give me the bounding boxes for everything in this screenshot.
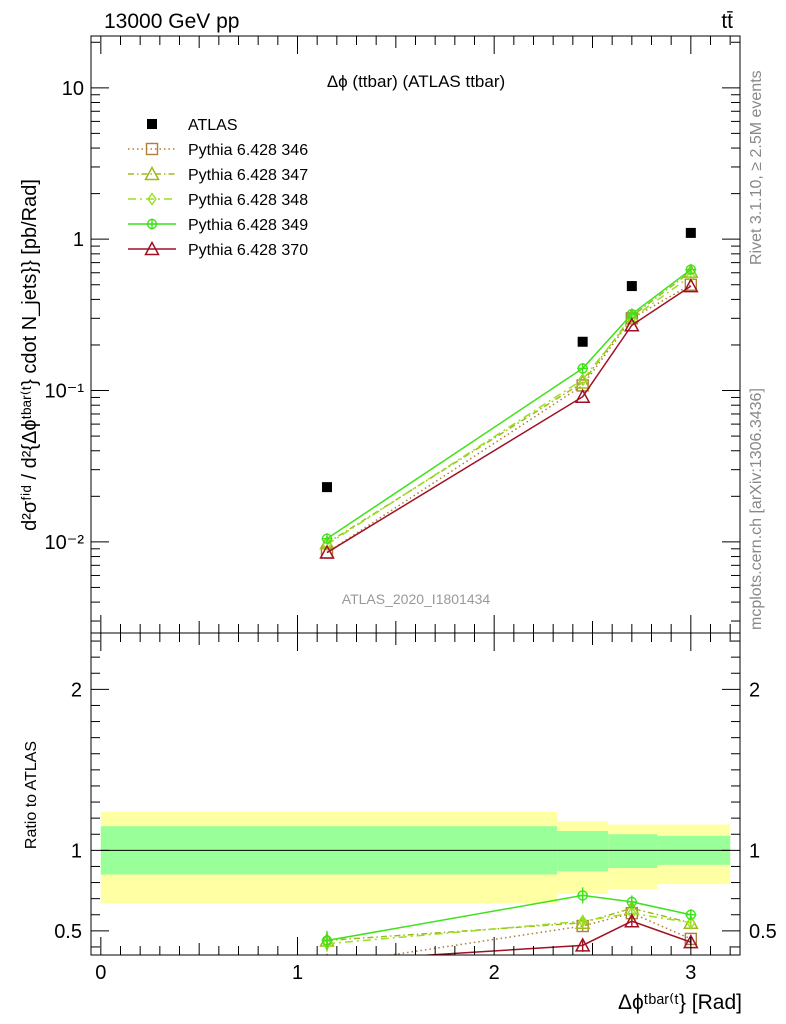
ratio-series-marker — [322, 959, 333, 970]
main-series-line — [326, 275, 692, 546]
main-y-axis-label: d²σᶠⁱᵈ / d²{Δϕᵗᵇᵃʳ⁽ᵗ} cdot N_jets}} [pb/… — [19, 179, 41, 531]
x-tick-label: 3 — [685, 962, 696, 984]
rivet-label: Rivet 3.1.10, ≥ 2.5M events — [748, 70, 765, 265]
ratio-series-line — [326, 907, 692, 942]
ratio-series-marker — [624, 913, 640, 928]
main-series-marker — [574, 388, 591, 403]
ratio-band-inner — [608, 834, 658, 869]
main-y-tick-label: 10 — [62, 78, 84, 100]
ratio-y-tick-label-right: 1 — [749, 840, 760, 862]
ratio-x-ticks: 0 1 2 3 — [95, 633, 731, 984]
ratio-series-marker — [577, 914, 588, 928]
main-plot: 10⁻² 10⁻¹ 1 10 Δϕ (ttbar) (ATLAS ttbar) ATL… — [45, 35, 741, 634]
ratio-y-tick-label: 1 — [71, 840, 82, 862]
ratio-series-line — [385, 912, 692, 955]
ratio-series-line — [326, 912, 691, 945]
main-series-marker — [686, 269, 696, 283]
ratio-plot: 0.5 0.5 1 1 2 2 0 1 2 3 — [54, 632, 777, 984]
main-series-line — [326, 268, 692, 540]
legend-series-label: Pythia 6.428 346 — [188, 142, 308, 159]
ratio-y-tick-label: 2 — [71, 679, 82, 701]
main-series-marker — [624, 317, 640, 332]
ratio-y-tick-label-right: 0.5 — [749, 921, 777, 943]
ratio-band-inner — [557, 831, 609, 872]
x-tick-label: 1 — [292, 962, 303, 984]
x-axis-label: Δϕᵗᵇᵃʳ⁽ᵗ} [Rad] — [618, 991, 742, 1014]
legend: ATLAS Pythia 6.428 346 Pythia 6.428 347 Pyt… — [128, 117, 308, 259]
main-y-tick-label: 10⁻² — [45, 532, 85, 554]
legend-series-marker — [144, 165, 160, 181]
ratio-plot-frame — [90, 632, 741, 956]
ratio-y-ticks: 0.5 0.5 1 1 2 2 — [54, 640, 777, 948]
main-series-marker — [577, 372, 588, 387]
ratio-y-tick-label: 0.5 — [54, 921, 82, 943]
legend-series-label: Pythia 6.428 370 — [188, 242, 308, 259]
atlas-data-point — [322, 482, 332, 493]
legend-series-marker — [145, 142, 159, 156]
legend-series-label: Pythia 6.428 348 — [188, 192, 308, 209]
header-energy: 13000 GeV pp — [104, 10, 239, 33]
legend-series-label: Pythia 6.428 347 — [188, 167, 308, 184]
main-series-line — [326, 284, 692, 554]
main-series-line — [326, 285, 692, 554]
main-series-marker — [624, 308, 640, 323]
legend-series-label: Pythia 6.428 349 — [188, 217, 308, 234]
legend-series-marker — [147, 192, 157, 206]
x-tick-label: 0 — [95, 962, 106, 984]
ratio-series-marker — [686, 916, 696, 930]
main-series-marker — [319, 544, 335, 559]
ratio-y-tick-label-right: 2 — [749, 679, 760, 701]
atlas-data-point — [626, 281, 637, 292]
atlas-data-point — [685, 227, 696, 238]
main-data-points — [322, 227, 696, 493]
main-x-ticks — [100, 36, 731, 633]
main-series-group — [319, 263, 699, 559]
legend-atlas-label: ATLAS — [188, 117, 238, 134]
main-series-marker — [683, 277, 699, 293]
plot-title: Δϕ (ttbar) (ATLAS ttbar) — [327, 72, 505, 91]
main-y-ticks: 10⁻² 10⁻¹ 1 10 — [45, 41, 740, 622]
analysis-watermark: ATLAS_2020_I1801434 — [342, 591, 491, 607]
x-tick-label: 2 — [489, 962, 500, 984]
legend-series-marker — [144, 240, 160, 256]
main-y-tick-label: 10⁻¹ — [45, 381, 85, 403]
ratio-series-marker — [574, 937, 591, 952]
ratio-uncertainty-bands — [100, 811, 731, 904]
legend-atlas-marker — [147, 119, 157, 129]
atlas-data-point — [577, 336, 588, 347]
ratio-series-line — [326, 894, 691, 942]
ratio-y-axis-label: Ratio to ATLAS — [23, 741, 40, 849]
mcplots-label: mcplots.cern.ch [arXiv:1306.3436] — [748, 388, 765, 630]
ratio-series-marker — [326, 953, 328, 955]
main-y-tick-label: 1 — [73, 229, 84, 251]
header-process: tt̄ — [721, 10, 733, 33]
